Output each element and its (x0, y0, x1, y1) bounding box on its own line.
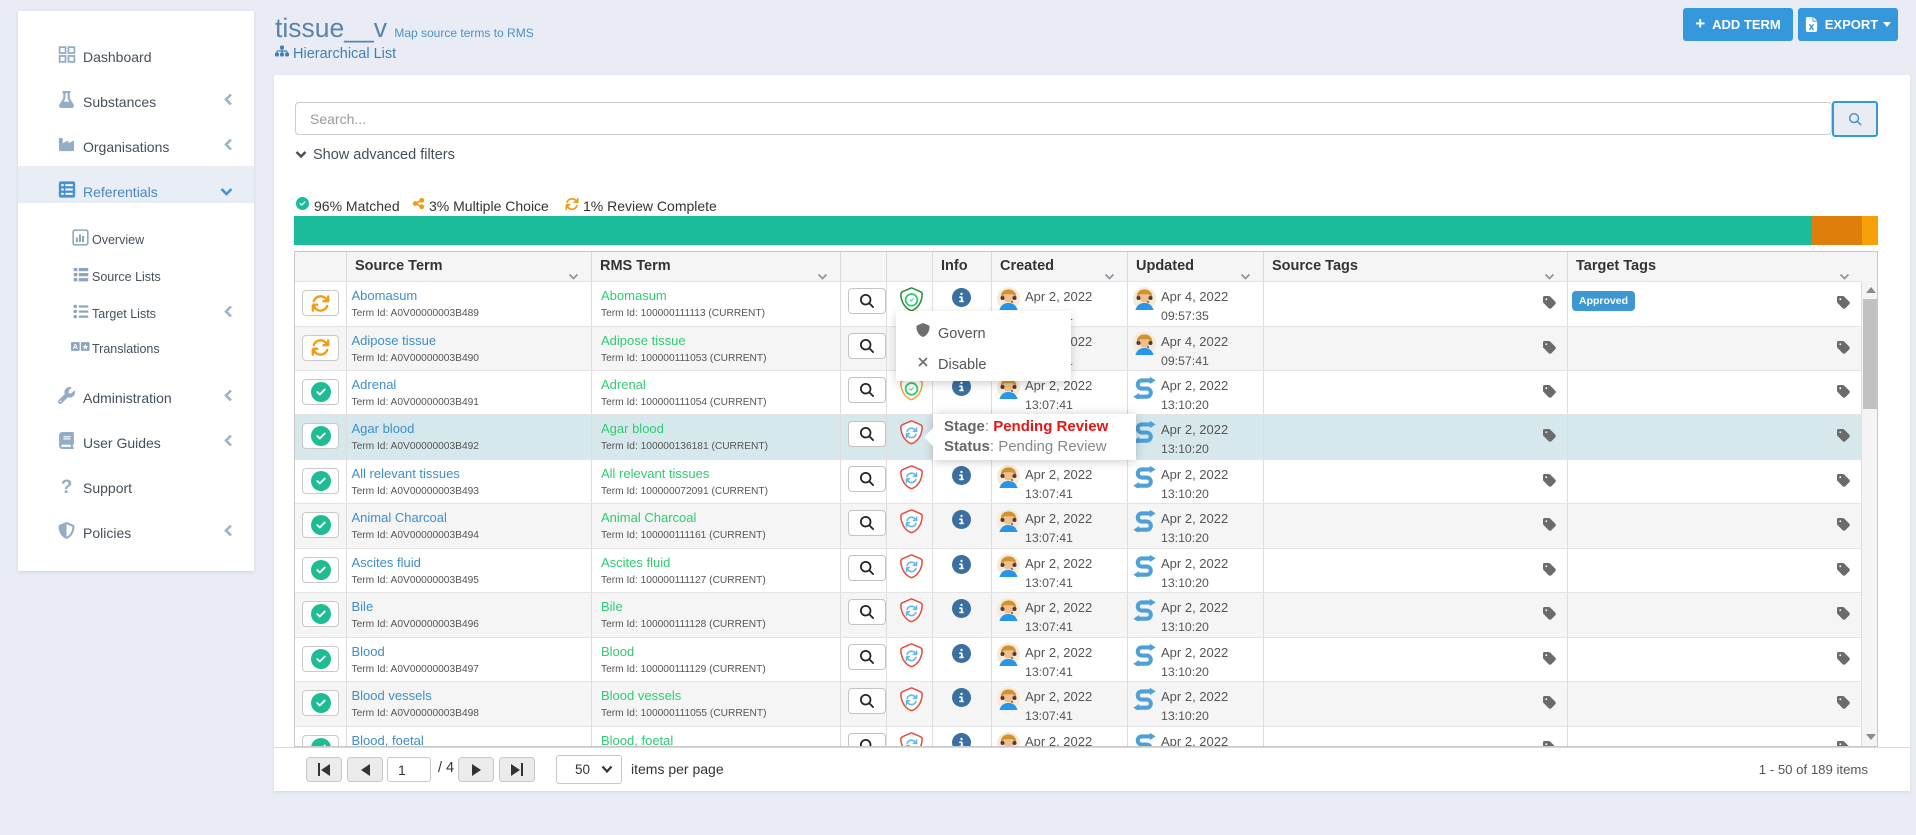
svg-text:A: A (73, 342, 79, 351)
svg-text:★: ★ (82, 343, 89, 352)
